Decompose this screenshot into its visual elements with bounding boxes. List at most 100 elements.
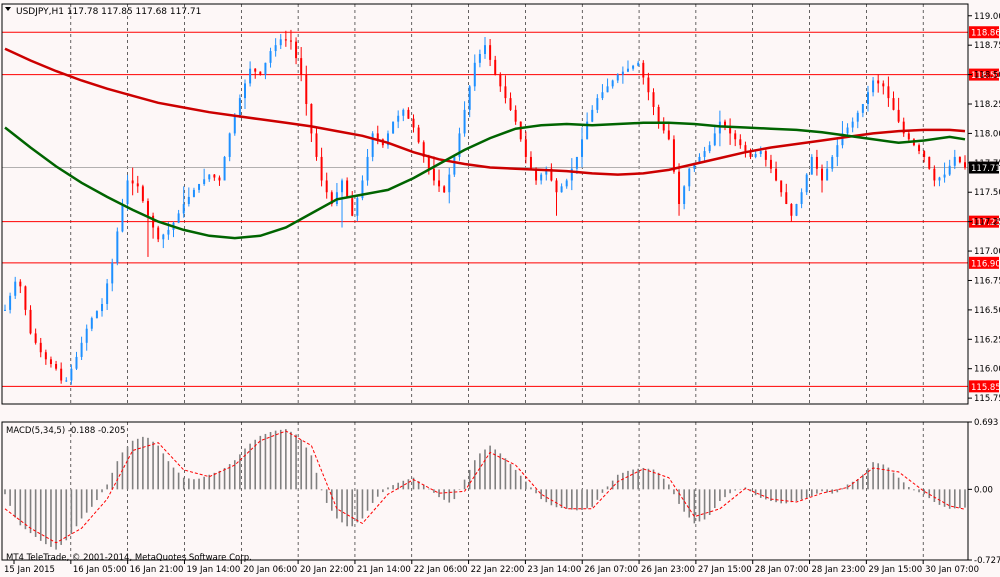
macd-histogram-bar bbox=[785, 489, 788, 504]
x-tick-label: 20 Jan 06:00 bbox=[243, 565, 297, 575]
macd-histogram-bar bbox=[468, 469, 471, 490]
macd-histogram-bar bbox=[300, 439, 302, 490]
macd-histogram-bar bbox=[361, 489, 364, 519]
macd-histogram-bar bbox=[734, 489, 737, 491]
macd-histogram-bar bbox=[678, 489, 680, 504]
macd-histogram-bar bbox=[790, 489, 793, 503]
macd-histogram-bar bbox=[591, 489, 594, 507]
macd-histogram-bar bbox=[264, 433, 267, 490]
candle-body bbox=[356, 198, 359, 216]
macd-histogram-bar bbox=[24, 489, 27, 530]
candle-body bbox=[136, 183, 139, 187]
macd-histogram-bar bbox=[147, 437, 149, 490]
candle-body bbox=[524, 139, 527, 157]
candle-body bbox=[233, 115, 236, 134]
macd-histogram-bar bbox=[759, 489, 762, 498]
macd-histogram-bar bbox=[315, 472, 318, 490]
candle-body bbox=[621, 71, 624, 75]
macd-signal-line bbox=[4, 430, 966, 544]
macd-histogram-bar bbox=[918, 489, 920, 493]
macd-histogram-bar bbox=[867, 468, 869, 490]
macd-histogram-bar bbox=[576, 489, 578, 511]
candle-body bbox=[672, 139, 675, 172]
candle-body bbox=[376, 133, 379, 140]
macd-histogram-bar bbox=[4, 489, 6, 495]
macd-histogram-bar bbox=[208, 474, 211, 490]
candle-body bbox=[581, 139, 584, 157]
candle-body bbox=[90, 318, 93, 329]
y-tick-label: 117.25 bbox=[974, 218, 1000, 228]
macd-histogram-bar bbox=[346, 489, 348, 527]
macd-histogram-bar bbox=[203, 476, 205, 490]
macd-histogram-bar bbox=[652, 469, 655, 490]
candle-body bbox=[953, 156, 956, 166]
x-tick-label: 29 Jan 15:00 bbox=[868, 565, 922, 575]
macd-histogram-bar bbox=[19, 489, 22, 526]
macd-histogram-bar bbox=[606, 486, 609, 490]
candle-body bbox=[473, 62, 476, 87]
candle-body bbox=[65, 380, 68, 382]
candle-body bbox=[279, 39, 282, 46]
macd-histogram-bar bbox=[713, 489, 716, 509]
candle-body bbox=[535, 168, 538, 181]
candle-body bbox=[713, 133, 716, 146]
candle-body bbox=[208, 174, 211, 180]
y-tick-label: 117.50 bbox=[974, 188, 1000, 198]
y-tick-label: 118.00 bbox=[974, 129, 1000, 139]
macd-histogram-bar bbox=[530, 487, 532, 490]
macd-histogram-bar bbox=[805, 489, 808, 498]
macd-histogram-bar bbox=[126, 446, 129, 490]
macd-histogram-bar bbox=[325, 489, 328, 503]
candle-body bbox=[662, 121, 665, 131]
candle-body bbox=[346, 180, 349, 199]
macd-histogram-bar bbox=[279, 429, 282, 490]
price-level-tag bbox=[969, 215, 999, 228]
candle-body bbox=[458, 133, 461, 157]
macd-histogram-bar bbox=[305, 447, 308, 490]
candle-body bbox=[938, 177, 941, 181]
candle-body bbox=[519, 121, 522, 140]
candle-body bbox=[412, 118, 415, 128]
candle-body bbox=[667, 130, 670, 140]
candle-body bbox=[468, 86, 471, 110]
macd-histogram-bar bbox=[29, 489, 32, 534]
macd-histogram-bar bbox=[162, 453, 165, 490]
y-tick-label: 117.75 bbox=[974, 159, 1000, 169]
candle-body bbox=[111, 262, 114, 284]
candle-body bbox=[478, 54, 481, 63]
macd-histogram-bar bbox=[136, 438, 139, 490]
candle-body bbox=[831, 156, 834, 169]
y-tick-label: 119.00 bbox=[974, 12, 1000, 22]
copyright-text: MT4 TeleTrade, © 2001-2014, MetaQuotes S… bbox=[6, 553, 252, 563]
x-tick-label: 28 Jan 23:00 bbox=[812, 565, 866, 575]
candle-body bbox=[489, 45, 492, 60]
candle-body bbox=[427, 156, 430, 169]
macd-histogram-bar bbox=[116, 461, 119, 490]
macd-histogram-bar bbox=[933, 489, 936, 502]
macd-histogram-bar bbox=[249, 443, 251, 490]
x-tick-label: 27 Jan 15:00 bbox=[698, 565, 752, 575]
macd-histogram-bar bbox=[560, 489, 563, 509]
candle-body bbox=[432, 168, 435, 181]
candle-body bbox=[9, 295, 12, 310]
macd-histogram-bar bbox=[463, 479, 466, 490]
candle-body bbox=[443, 186, 446, 193]
candle-body bbox=[70, 368, 73, 381]
macd-histogram-bar bbox=[872, 462, 874, 490]
x-tick-label: 15 Jan 2015 bbox=[4, 565, 55, 575]
candle-body bbox=[545, 168, 548, 175]
candle-body bbox=[877, 80, 880, 84]
candle-body bbox=[529, 156, 532, 169]
macd-histogram-bar bbox=[213, 472, 216, 490]
candle-body bbox=[386, 133, 389, 146]
macd-histogram-bar bbox=[923, 489, 925, 495]
candle-body bbox=[274, 45, 277, 52]
candle-body bbox=[422, 142, 425, 157]
candle-body bbox=[167, 229, 170, 235]
macd-histogram-bar bbox=[545, 489, 548, 503]
candle-body bbox=[228, 133, 231, 157]
candle-body bbox=[49, 359, 52, 364]
candle-body bbox=[647, 77, 650, 93]
candle-body bbox=[402, 109, 405, 116]
